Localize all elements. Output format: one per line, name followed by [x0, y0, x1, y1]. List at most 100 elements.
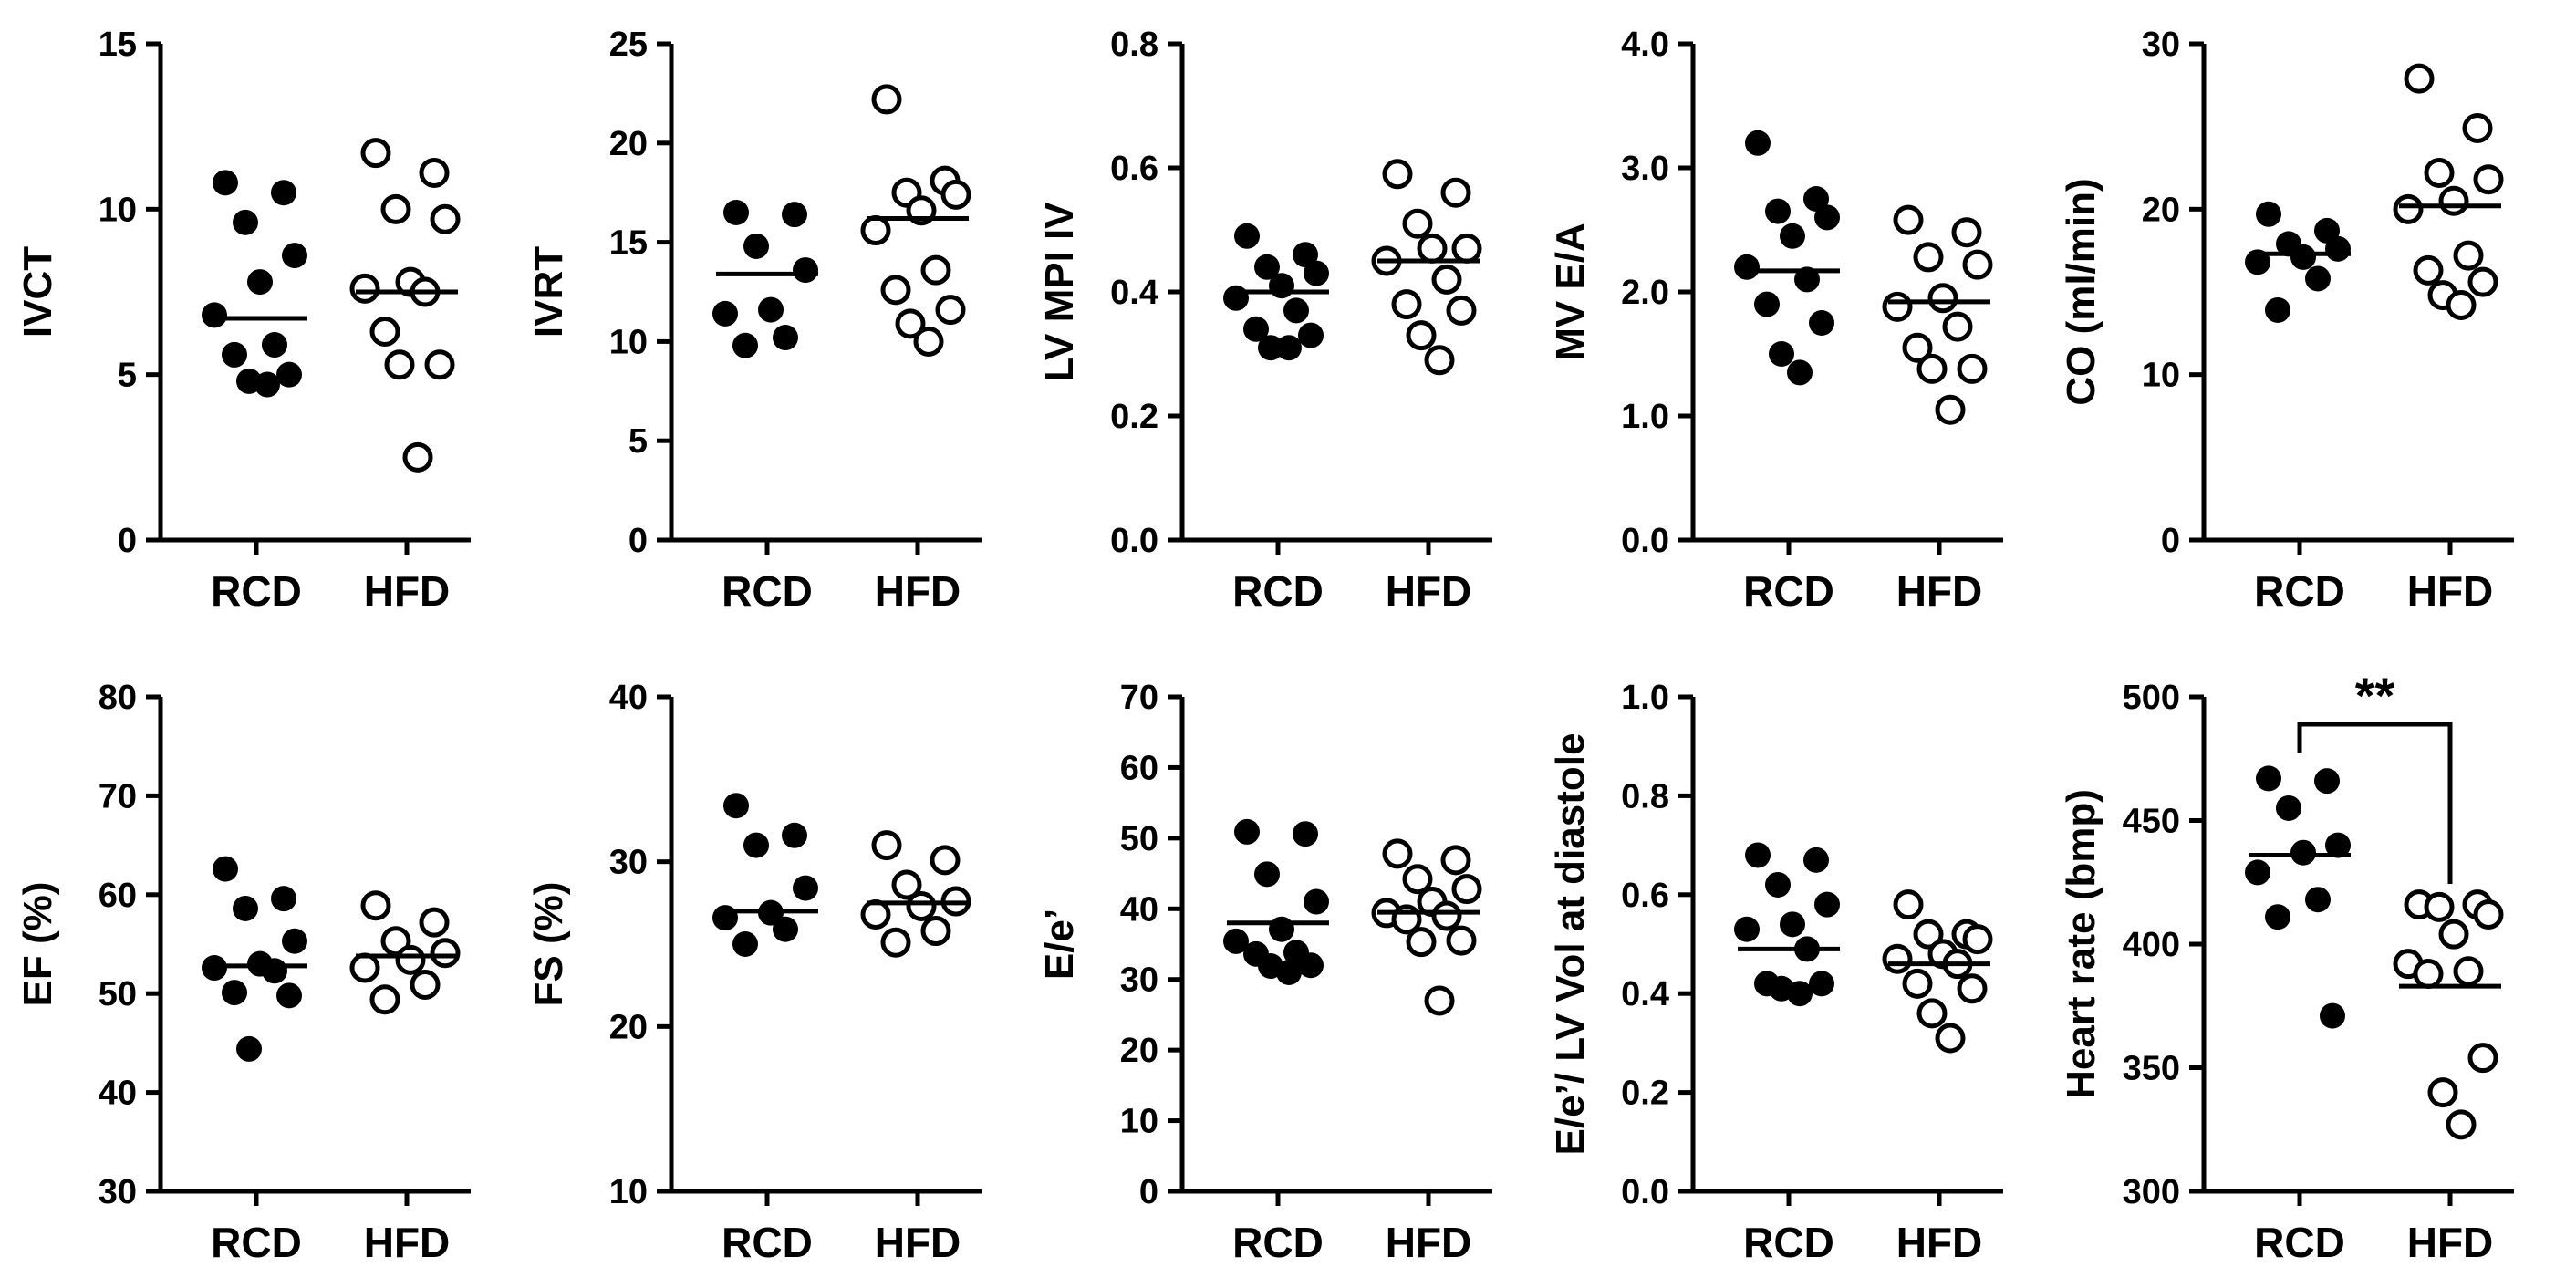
y-tick-label: 40: [1120, 890, 1158, 929]
data-point-rcd: [202, 302, 227, 328]
data-point-hfd: [935, 295, 966, 326]
data-point-rcd: [723, 793, 749, 819]
data-point-hfd: [402, 441, 433, 473]
data-point-rcd: [782, 202, 807, 228]
data-point-rcd: [2325, 832, 2351, 858]
data-point-hfd: [1382, 159, 1413, 190]
data-point-hfd: [430, 203, 461, 234]
x-category-label: RCD: [722, 1219, 813, 1266]
data-point-rcd: [2256, 765, 2281, 792]
x-category-label: RCD: [722, 567, 813, 615]
y-axis-title: IVRT: [526, 246, 571, 338]
x-category-label: RCD: [1232, 1219, 1324, 1266]
data-point-rcd: [222, 980, 247, 1006]
data-point-hfd: [430, 938, 461, 969]
data-point-rcd: [2305, 265, 2331, 292]
data-point-rcd: [1269, 273, 1294, 299]
data-point-hfd: [1882, 291, 1913, 322]
data-point-rcd: [1258, 335, 1283, 361]
data-point-hfd: [384, 349, 415, 380]
data-point-rcd: [262, 332, 287, 358]
data-point-hfd: [1882, 943, 1913, 974]
data-point-hfd: [410, 969, 441, 1000]
x-category-label: HFD: [1386, 567, 1472, 615]
y-axis-title: E/e’/ LV Vol at diastole: [1548, 733, 1593, 1156]
data-point-rcd: [262, 958, 287, 984]
data-point-rcd: [712, 300, 738, 327]
x-category-label: HFD: [1386, 1219, 1472, 1266]
data-point-hfd: [2427, 1077, 2458, 1108]
y-tick-label: 10: [1120, 1103, 1158, 1141]
data-point-hfd: [1916, 353, 1948, 384]
data-point-hfd: [2462, 112, 2493, 143]
data-point-hfd: [424, 349, 455, 380]
data-point-rcd: [1293, 821, 1318, 847]
data-point-hfd: [2467, 266, 2498, 297]
data-point-hfd: [2424, 891, 2455, 922]
data-point-rcd: [282, 243, 307, 269]
y-tick-label: 0.2: [1621, 1075, 1669, 1113]
data-point-rcd: [276, 982, 302, 1009]
significance-label: **: [2355, 667, 2395, 724]
x-category-label: RCD: [2254, 1219, 2345, 1266]
data-point-hfd: [1902, 332, 1933, 363]
data-point-rcd: [1814, 891, 1840, 918]
x-category-label: HFD: [2407, 567, 2494, 615]
chart-panel-8: 0 10 20 30 40 50 60 70 RCD HFD E/e’: [1037, 679, 1492, 1266]
data-point-hfd: [871, 830, 902, 861]
data-point-rcd: [2325, 235, 2351, 262]
data-point-hfd: [1942, 311, 1973, 342]
y-tick-label: 5: [118, 357, 137, 395]
data-point-hfd: [1893, 204, 1924, 235]
y-tick-label: 0.0: [1110, 522, 1158, 560]
data-point-hfd: [2424, 157, 2455, 188]
data-point-rcd: [1234, 818, 1260, 845]
y-tick-label: 0: [118, 522, 137, 560]
x-category-label: RCD: [211, 1219, 302, 1266]
data-point-rcd: [743, 233, 769, 259]
data-point-hfd: [1424, 345, 1455, 376]
data-point-rcd: [233, 895, 258, 921]
y-tick-label: 0.0: [1621, 1173, 1669, 1211]
chart-panel-4: 0.0 1.0 2.0 3.0 4.0 RCD HFD MV E/A: [1548, 26, 2003, 615]
y-axis-title: FS (%): [526, 882, 571, 1007]
data-point-rcd: [732, 931, 758, 957]
data-point-rcd: [271, 886, 296, 912]
data-point-hfd: [1431, 264, 1462, 295]
data-point-rcd: [1787, 359, 1813, 386]
data-point-rcd: [1794, 266, 1820, 293]
data-point-hfd: [2404, 63, 2435, 94]
data-point-rcd: [1283, 297, 1309, 324]
data-point-hfd: [913, 326, 944, 357]
data-point-hfd: [920, 916, 951, 947]
data-point-hfd: [1406, 320, 1437, 351]
data-point-rcd: [1780, 223, 1805, 249]
y-tick-label: 25: [609, 26, 648, 64]
data-point-hfd: [360, 890, 391, 921]
data-point-hfd: [2438, 185, 2469, 216]
data-point-rcd: [1745, 842, 1771, 868]
data-point-hfd: [380, 193, 411, 224]
data-point-rcd: [712, 905, 738, 931]
data-point-hfd: [940, 179, 971, 210]
data-point-hfd: [1962, 924, 1993, 955]
y-tick-label: 450: [2123, 803, 2180, 841]
data-point-rcd: [2265, 296, 2290, 323]
data-point-rcd: [793, 875, 818, 901]
y-tick-label: 20: [609, 125, 648, 163]
data-point-rcd: [271, 180, 296, 206]
data-point-hfd: [2453, 240, 2484, 271]
data-point-hfd: [1406, 927, 1437, 958]
data-point-hfd: [1913, 919, 1944, 950]
data-point-hfd: [1962, 249, 1993, 280]
data-point-rcd: [1780, 911, 1805, 938]
data-point-rcd: [1276, 335, 1302, 361]
y-tick-label: 0.0: [1621, 522, 1669, 560]
y-tick-label: 5: [628, 422, 648, 461]
x-category-label: HFD: [875, 1219, 961, 1266]
chart-panel-9: 0.0 0.2 0.4 0.6 0.8 1.0 RCD HFD E/e’/ LV Vol at …: [1548, 679, 2003, 1266]
data-point-hfd: [1446, 925, 1477, 956]
y-tick-label: 20: [1120, 1032, 1158, 1070]
chart-panel-7: 10 20 30 40 RCD HFD FS (%): [526, 679, 982, 1266]
y-tick-label: 0.4: [1621, 975, 1669, 1013]
